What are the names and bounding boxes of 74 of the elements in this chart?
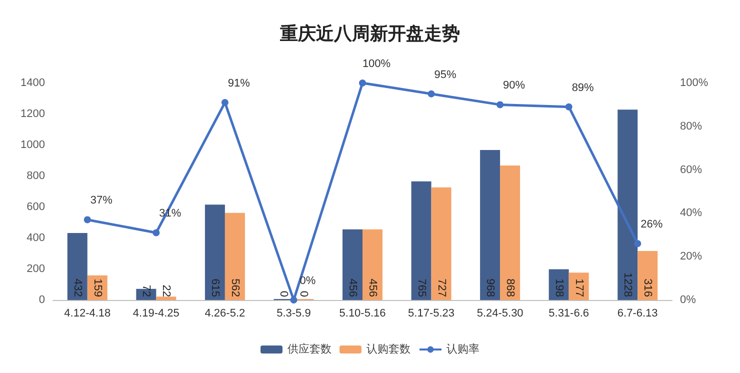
x-tick-label: 5.17-5.23: [408, 308, 455, 320]
data-label: 765: [415, 278, 428, 297]
x-tick-label: 4.19-4.25: [132, 308, 180, 320]
bar: [500, 165, 520, 300]
point: [634, 240, 642, 248]
data-label: 159: [91, 278, 104, 297]
bar: [204, 204, 225, 300]
y-tick-label: 400: [26, 232, 45, 244]
data-label: 456: [346, 278, 358, 297]
data-label: 968: [484, 278, 496, 297]
y-tick-label: 600: [26, 201, 45, 213]
data-label: 456: [366, 278, 378, 297]
data-label: 562: [228, 278, 241, 297]
x-tick-label: 5.31-6.6: [548, 308, 590, 320]
x-tick-label: 4.26-5.2: [204, 308, 246, 320]
y-tick-label: 200: [26, 263, 45, 275]
data-label: 100%: [362, 58, 391, 70]
data-label: 198: [552, 278, 565, 297]
data-label: 22: [160, 284, 172, 297]
data-label: 615: [208, 278, 221, 297]
bar: [67, 233, 88, 300]
bar: [638, 251, 658, 300]
bar: [431, 187, 452, 300]
data-label: 727: [435, 278, 448, 297]
x-tick-label: 5.24-5.30: [476, 308, 524, 320]
y2-tick-label: 100%: [680, 77, 708, 89]
point: [152, 229, 160, 236]
y2-tick-label: 40%: [680, 207, 702, 220]
y-tick-label: 1200: [20, 108, 45, 120]
data-label: 316: [642, 278, 654, 297]
chart-title: 重庆近八周新开盘走势: [279, 24, 460, 44]
data-label: 868: [504, 278, 516, 297]
y2-tick-label: 80%: [680, 120, 702, 132]
point: [428, 90, 435, 98]
legend-label: 认购套数: [366, 344, 410, 356]
bar: [618, 110, 638, 300]
y-tick-label: 800: [26, 170, 45, 182]
bar: [362, 229, 382, 300]
legend-label: 认购率: [446, 342, 480, 356]
bar: [342, 229, 362, 300]
y-tick-label: 1400: [20, 77, 45, 89]
data-label: 37%: [90, 194, 113, 207]
data-label: 89%: [572, 82, 594, 94]
y-tick-label: 1000: [20, 139, 45, 151]
data-label: 1228: [622, 272, 634, 297]
bar: [156, 296, 176, 300]
y2-tick-label: 60%: [680, 164, 702, 176]
data-label: 72: [140, 284, 152, 297]
data-label: 91%: [228, 78, 250, 90]
x-tick-label: 6.7-6.13: [617, 308, 658, 320]
legend-label: 供应套数: [288, 342, 332, 356]
data-label: 0: [298, 290, 310, 297]
x-tick-label: 5.10-5.16: [339, 308, 386, 320]
y2-tick-label: 20%: [680, 250, 702, 263]
data-label: 432: [71, 278, 84, 297]
point: [565, 103, 572, 110]
bar: [480, 150, 500, 300]
bar: [568, 272, 589, 300]
data-label: 90%: [503, 80, 526, 92]
y-tick-label: 0: [38, 294, 45, 306]
bar: [224, 212, 245, 300]
point: [84, 216, 91, 224]
data-label: 177: [572, 278, 585, 297]
bar: [411, 181, 432, 300]
y2-tick-label: 0%: [680, 294, 696, 306]
data-label: 95%: [434, 68, 456, 81]
data-label: 26%: [640, 218, 663, 231]
point: [290, 296, 298, 304]
point: [221, 99, 228, 106]
point: [359, 80, 366, 86]
x-tick-label: 5.3-5.9: [276, 308, 311, 320]
data-label: 0: [278, 290, 290, 297]
x-tick-label: 4.12-4.18: [64, 308, 111, 320]
point: [496, 101, 504, 108]
